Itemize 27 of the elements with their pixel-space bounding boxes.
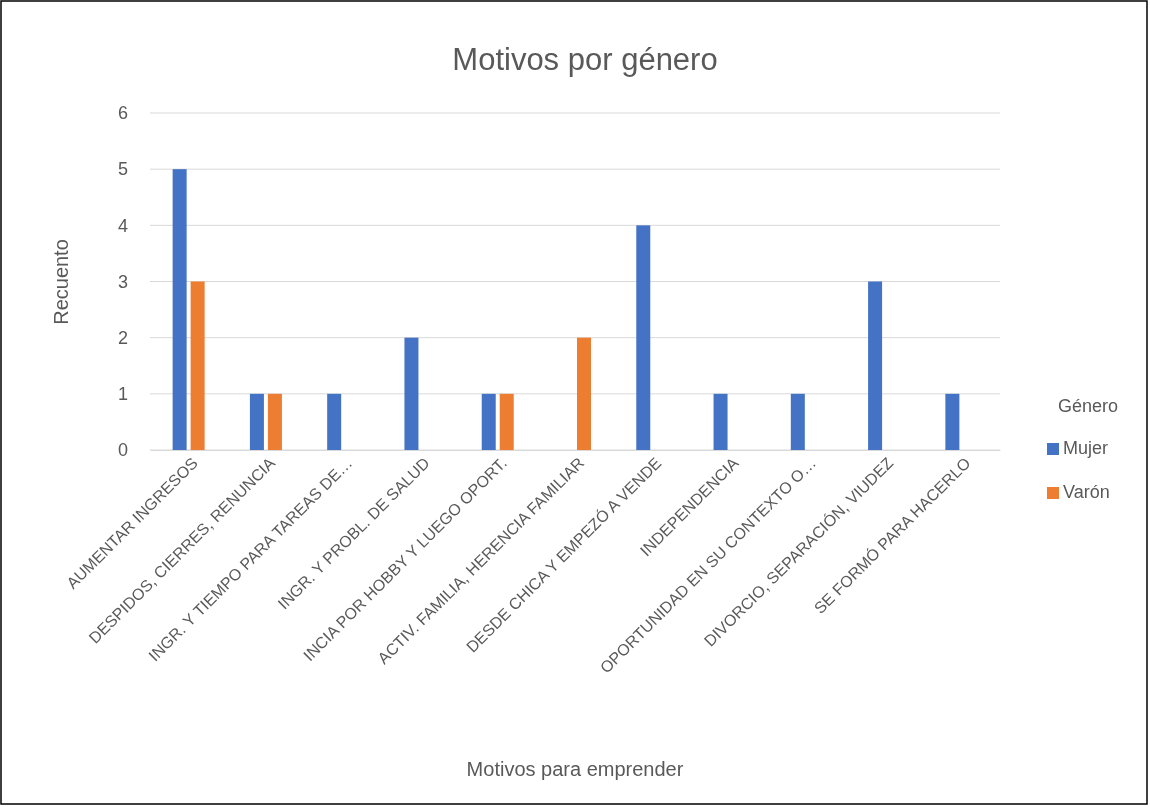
- chart-title: Motivos por género: [452, 42, 718, 77]
- y-tick-label: 2: [117, 327, 128, 348]
- y-tick-label: 6: [117, 103, 128, 124]
- y-tick-label: 5: [117, 159, 128, 180]
- bar: [790, 393, 805, 450]
- bar: [327, 393, 342, 450]
- bar: [249, 393, 264, 450]
- y-tick-label: 1: [117, 384, 128, 405]
- bar: [945, 393, 960, 450]
- y-axis-title: Recuento: [50, 239, 72, 325]
- legend-label: Mujer: [1063, 438, 1109, 458]
- y-tick-label: 0: [117, 440, 128, 461]
- y-tick-label: 4: [117, 215, 128, 236]
- bar: [404, 337, 419, 450]
- legend-label: Varón: [1063, 482, 1110, 502]
- bar: [481, 393, 496, 450]
- bar: [868, 281, 883, 450]
- legend-title: Género: [1058, 396, 1119, 416]
- x-axis-title: Motivos para emprender: [466, 758, 684, 780]
- bar: [636, 225, 651, 450]
- bar: [577, 337, 591, 450]
- bar: [267, 393, 282, 450]
- bar: [172, 169, 187, 450]
- y-tick-label: 3: [117, 271, 128, 292]
- bar: [190, 281, 205, 450]
- bar: [499, 393, 514, 450]
- bar: [713, 393, 728, 450]
